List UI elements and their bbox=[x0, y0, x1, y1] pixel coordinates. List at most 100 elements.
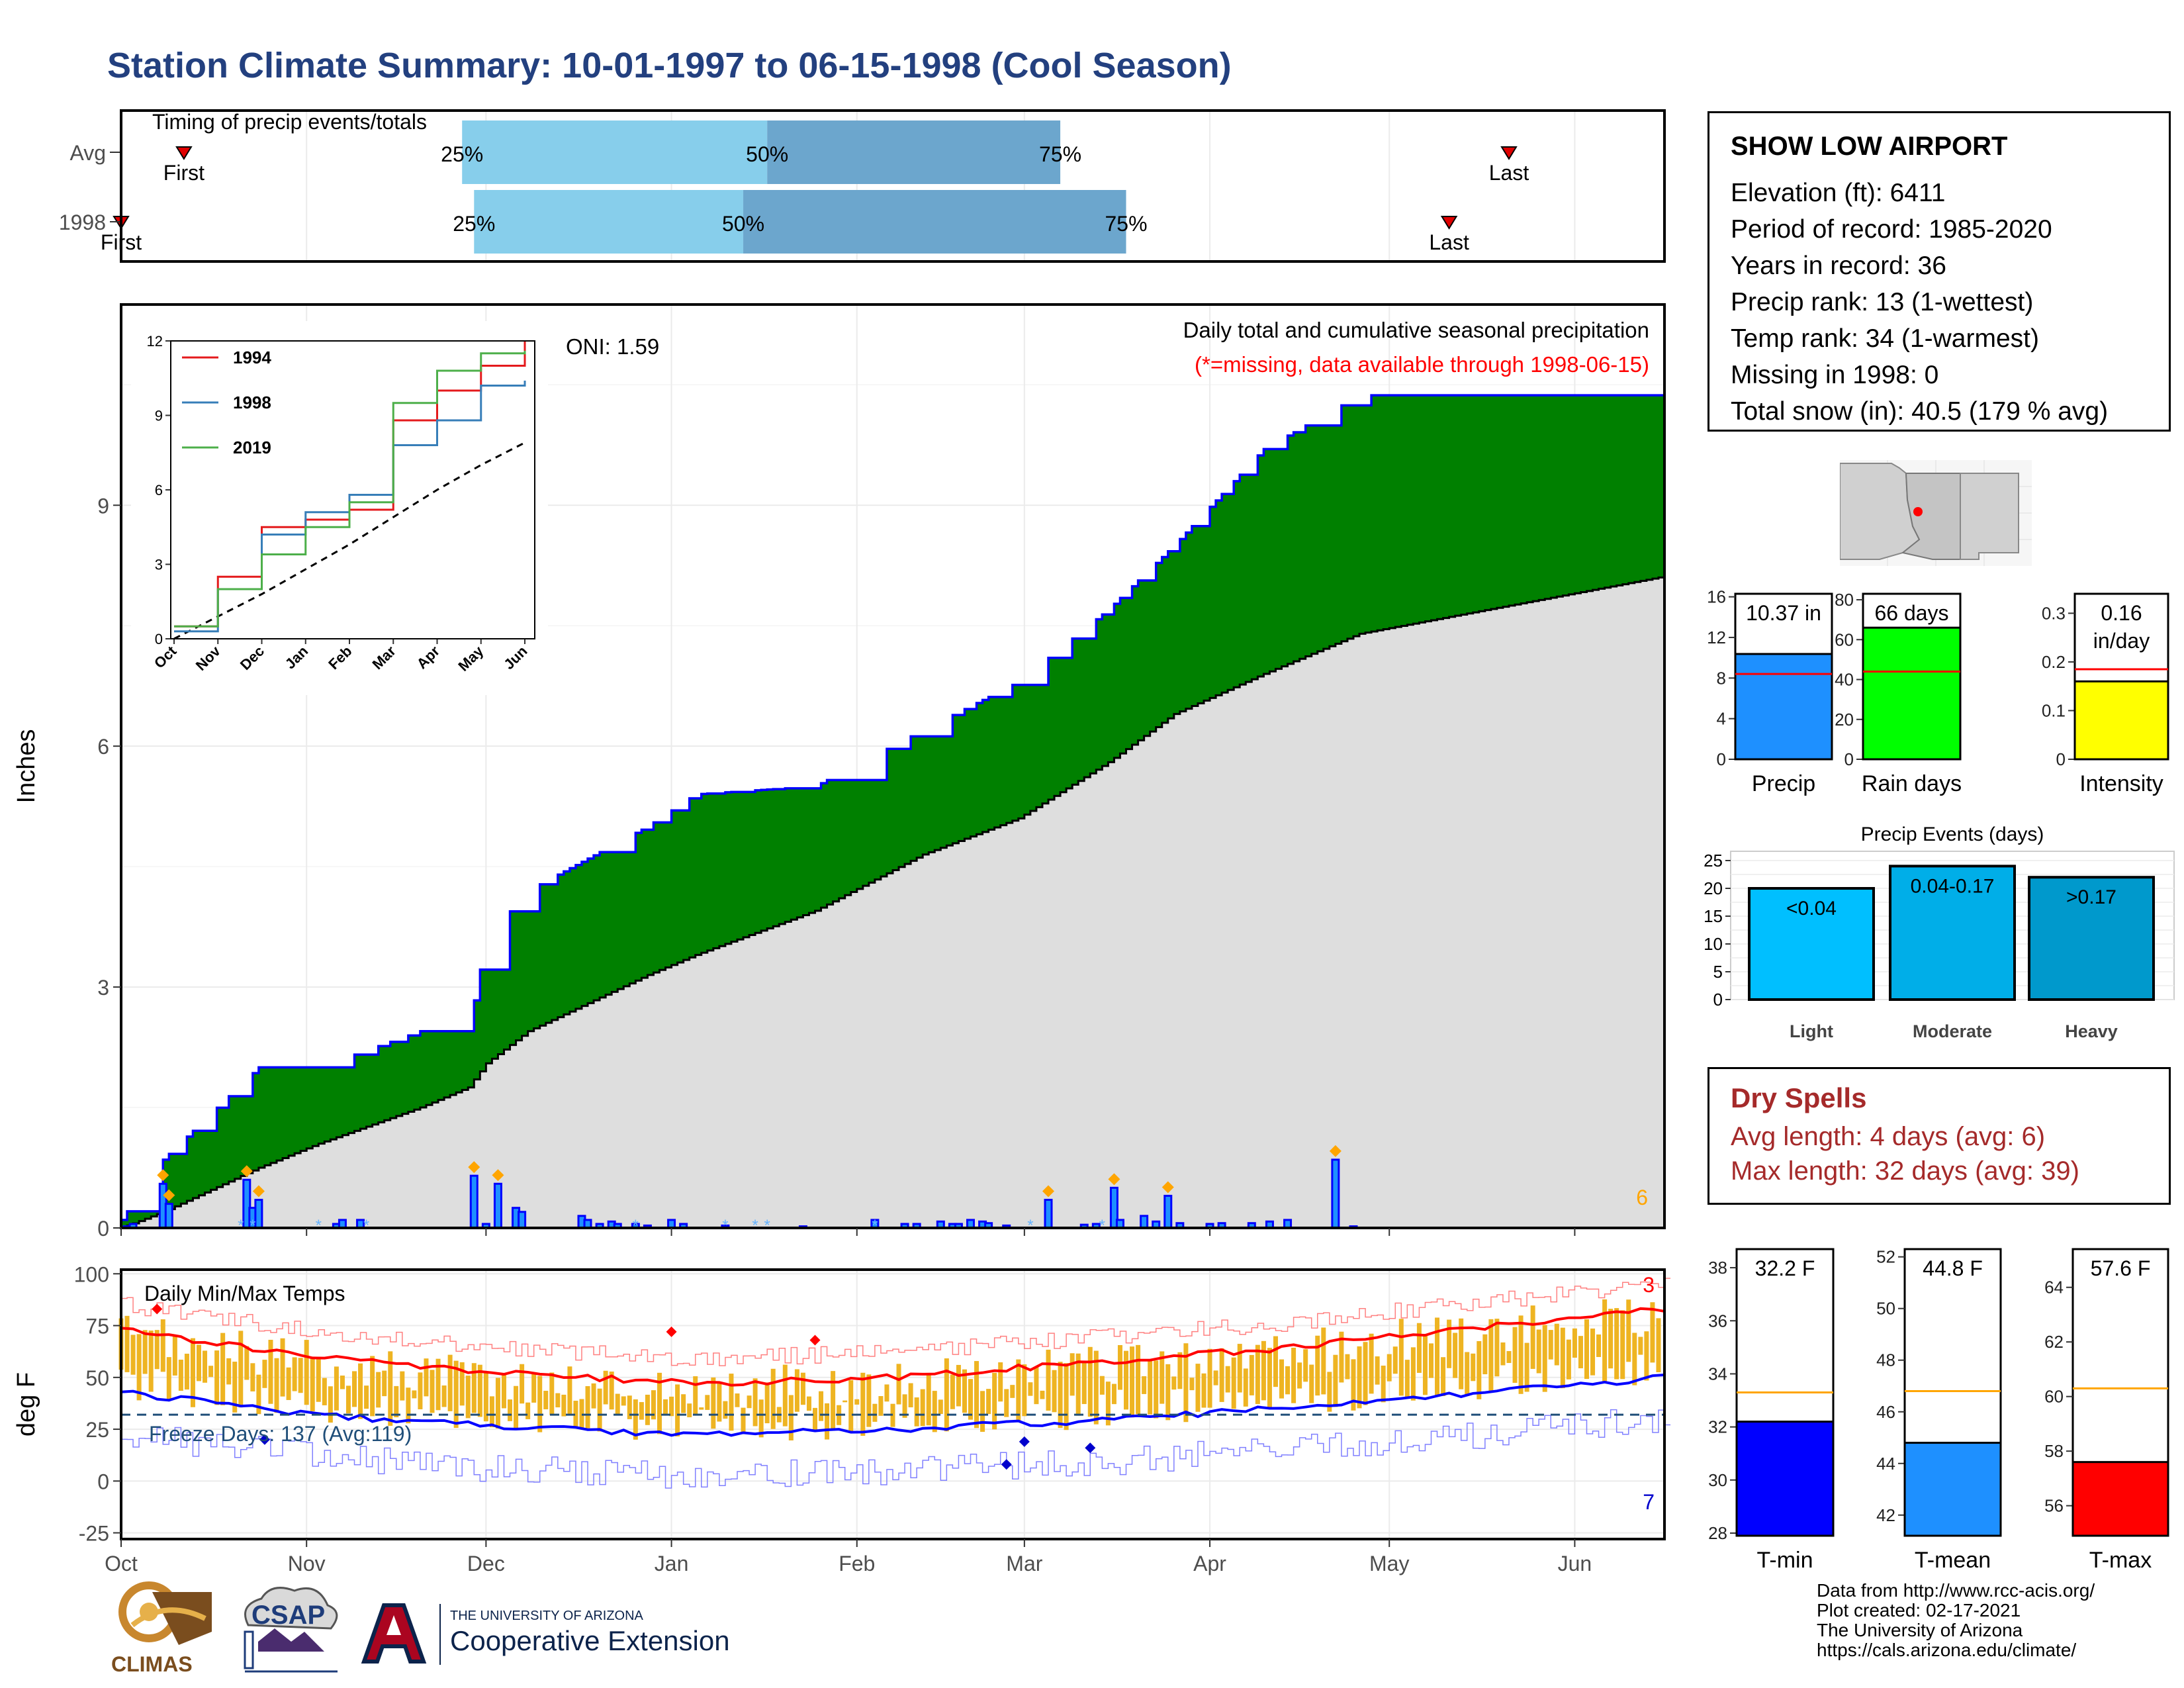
daily-temp-range-bar bbox=[508, 1399, 513, 1421]
daily-temp-range-bar bbox=[549, 1372, 555, 1415]
daily-temp-range-bar bbox=[1249, 1354, 1254, 1395]
timing-title: Timing of precip events/totals bbox=[152, 110, 427, 134]
mini-value-label-2: in/day bbox=[2093, 629, 2150, 653]
daily-temp-range-bar bbox=[310, 1356, 315, 1411]
daily-temp-range-bar bbox=[1548, 1330, 1553, 1360]
daily-temp-range-bar bbox=[1022, 1364, 1027, 1417]
daily-precip-marker bbox=[252, 1185, 265, 1197]
inset-frame bbox=[170, 340, 535, 639]
timing-label-75: 75% bbox=[1105, 212, 1147, 236]
daily-temp-range-bar bbox=[1225, 1366, 1230, 1393]
daily-temp-range-bar bbox=[250, 1363, 255, 1391]
daily-temp-range-bar bbox=[148, 1331, 154, 1392]
daily-precip-bar bbox=[1163, 1194, 1173, 1228]
inset-series-line bbox=[174, 351, 526, 628]
daily-precip-bar bbox=[1205, 1223, 1214, 1228]
daily-temp-range-bar bbox=[1453, 1333, 1458, 1378]
daily-temp-range-bar bbox=[1105, 1382, 1111, 1426]
daily-temp-range-bar bbox=[729, 1374, 734, 1431]
temp-ylabel: deg F bbox=[13, 1372, 40, 1436]
daily-temp-range-bar bbox=[1536, 1329, 1541, 1374]
dry-spells-title: Dry Spells bbox=[1731, 1082, 1867, 1113]
mini-bar bbox=[1734, 653, 1833, 761]
mini-ytick-label: 48 bbox=[1876, 1350, 1895, 1370]
mini-ytick-label: 16 bbox=[1707, 587, 1726, 607]
mini-value-label: 10.37 in bbox=[1746, 601, 1821, 625]
timing-marker-first bbox=[175, 146, 193, 160]
timing-marker-last bbox=[1440, 216, 1458, 230]
record-high-marker bbox=[666, 1326, 677, 1337]
daily-temp-range-bar bbox=[316, 1357, 321, 1402]
timing-bar-25-50 bbox=[462, 120, 768, 184]
inset-average-line bbox=[173, 442, 525, 640]
daily-temp-range-bar bbox=[693, 1376, 698, 1415]
record-low-marker bbox=[1085, 1442, 1096, 1454]
daily-temp-range-bar bbox=[908, 1383, 913, 1407]
daily-temp-range-bar bbox=[1602, 1299, 1608, 1383]
precip-ytick-label: 0 bbox=[97, 1217, 109, 1241]
daily-temp-range-bar bbox=[1375, 1356, 1380, 1385]
daily-temp-range-bar bbox=[1333, 1354, 1338, 1407]
daily-precip-bar bbox=[613, 1223, 622, 1228]
inset-legend-label: 2019 bbox=[233, 438, 271, 457]
snow-marker: * bbox=[633, 1217, 639, 1235]
inset-ytick-label: 6 bbox=[155, 482, 163, 498]
daily-temp-range-bar bbox=[376, 1372, 381, 1408]
daily-temp-range-bar bbox=[585, 1385, 590, 1429]
daily-precip-bar bbox=[164, 1203, 173, 1228]
month-label: Feb bbox=[839, 1552, 875, 1575]
daily-temp-range-bar bbox=[1087, 1346, 1093, 1417]
daily-temp-range-bar bbox=[1512, 1327, 1518, 1383]
daily-temp-range-bar bbox=[1165, 1364, 1171, 1421]
daily-temp-range-bar bbox=[866, 1374, 872, 1427]
daily-precip-bar bbox=[128, 1223, 138, 1228]
events-ytick-label: 20 bbox=[1704, 878, 1723, 898]
snow-marker: * bbox=[764, 1217, 770, 1235]
credits: Data from http://www.rcc-acis.org/ Plot … bbox=[1817, 1581, 2095, 1660]
daily-precip-bar bbox=[631, 1223, 640, 1228]
mini-bar bbox=[1903, 1442, 2002, 1537]
daily-temp-range-bar bbox=[238, 1331, 244, 1408]
daily-precip-bar bbox=[493, 1182, 502, 1228]
temp-ytick-label: 75 bbox=[85, 1315, 109, 1338]
daily-temp-range-bar bbox=[1201, 1373, 1206, 1408]
daily-temp-range-bar bbox=[477, 1364, 482, 1417]
daily-precip-bar bbox=[936, 1220, 945, 1228]
daily-temp-range-bar bbox=[681, 1394, 686, 1413]
daily-temp-range-bar bbox=[1315, 1335, 1320, 1396]
station-years: Years in record: 36 bbox=[1731, 252, 1946, 280]
daily-temp-range-bar bbox=[1052, 1370, 1057, 1413]
daily-temp-range-bar bbox=[262, 1360, 267, 1388]
daily-temp-range-bar bbox=[1471, 1353, 1476, 1382]
climas-logo-text: CLIMAS bbox=[111, 1652, 193, 1676]
mini-bar bbox=[1862, 626, 1962, 761]
ua-small-text: THE UNIVERSITY OF ARIZONA bbox=[450, 1609, 644, 1623]
daily-temp-range-bar bbox=[573, 1401, 578, 1429]
daily-temp-range-bar bbox=[1309, 1364, 1314, 1403]
daily-temp-range-bar bbox=[770, 1368, 776, 1429]
locator-map bbox=[1840, 460, 2032, 566]
record-high-marker bbox=[809, 1335, 821, 1346]
daily-precip-bar bbox=[254, 1199, 263, 1228]
daily-temp-range-bar bbox=[1099, 1376, 1105, 1395]
mini-value-label: 32.2 F bbox=[1755, 1256, 1815, 1280]
precip-frame bbox=[120, 303, 1666, 1229]
temp-summary-bars: 28 30 32 34 36 38 32.2 F T-min 42 44 46 48 50 52 44.8 … bbox=[1708, 1247, 2169, 1573]
daily-temp-range-bar bbox=[1632, 1333, 1637, 1385]
daily-temp-range-bar bbox=[1614, 1308, 1619, 1380]
daily-temp-range-bar bbox=[591, 1383, 596, 1409]
mini-ytick-label: 46 bbox=[1876, 1402, 1895, 1422]
daily-temp-range-bar bbox=[1171, 1376, 1177, 1390]
ua-cooperative-extension-logo: THE UNIVERSITY OF ARIZONA Cooperative Ex… bbox=[361, 1603, 730, 1665]
daily-temp-range-bar bbox=[735, 1393, 740, 1407]
daily-temp-range-bar bbox=[723, 1401, 728, 1419]
daily-temp-range-bar bbox=[1482, 1334, 1488, 1375]
daily-temp-range-bar bbox=[412, 1390, 417, 1399]
daily-temp-range-bar bbox=[1279, 1359, 1285, 1399]
daily-temp-range-bar bbox=[274, 1358, 279, 1413]
daily-temp-range-bar bbox=[597, 1388, 602, 1432]
dry-spells-max: Max length: 32 days (avg: 39) bbox=[1731, 1156, 2079, 1186]
precip-ytick-label: 3 bbox=[97, 976, 109, 1000]
record-low-marker bbox=[1019, 1436, 1030, 1447]
inset-ytick-label: 0 bbox=[155, 631, 163, 647]
